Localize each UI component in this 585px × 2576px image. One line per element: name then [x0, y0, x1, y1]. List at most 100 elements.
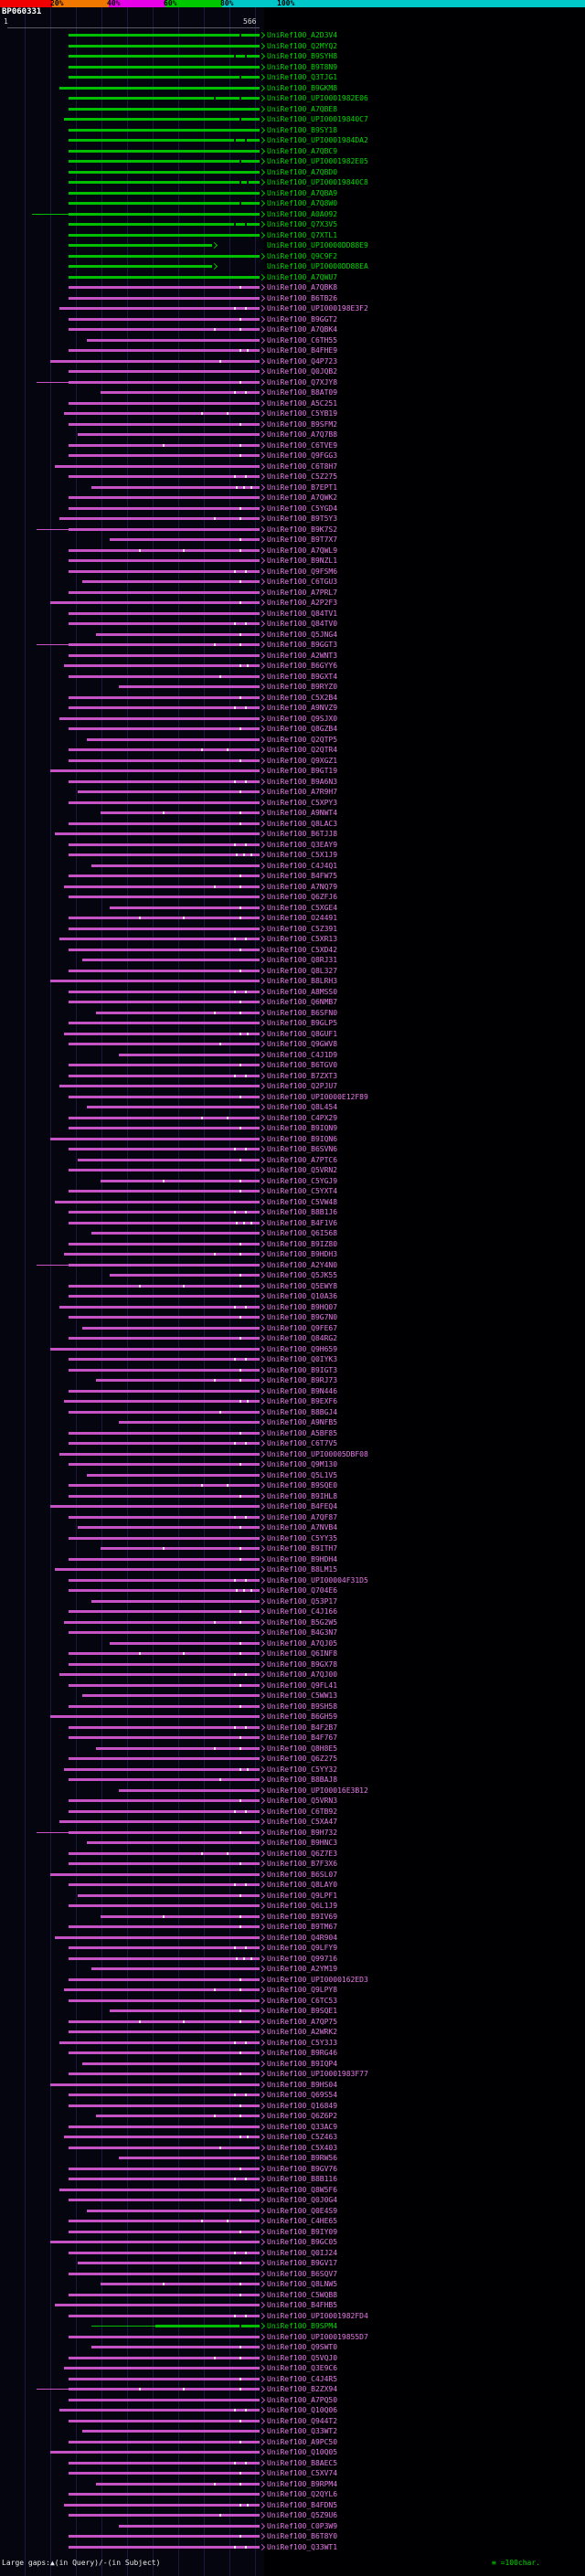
hit-label[interactable]: UniRef100_C5YY35	[267, 1533, 338, 1542]
hit-label[interactable]: UniRef100_B9K7S2	[267, 525, 338, 534]
hit-bar[interactable]	[55, 1935, 260, 1939]
hit-bar[interactable]	[69, 1830, 260, 1834]
hit-bar[interactable]	[69, 2019, 260, 2023]
hit-label[interactable]: UniRef100_Q944T2	[267, 2416, 338, 2425]
hit-label[interactable]: UniRef100_Q9FGG3	[267, 451, 338, 460]
hit-label[interactable]: UniRef100_UPI0001982E06	[267, 94, 368, 102]
hit-bar[interactable]	[69, 107, 260, 111]
hit-label[interactable]: UniRef100_C5VW48	[267, 1197, 338, 1206]
hit-bar[interactable]	[69, 1169, 260, 1171]
hit-bar[interactable]	[110, 1641, 260, 1645]
hit-bar[interactable]	[69, 170, 260, 174]
hit-label[interactable]: UniRef100_O24491	[267, 914, 338, 922]
hit-label[interactable]: UniRef100_B9HDH4	[267, 1554, 338, 1564]
hit-label[interactable]: UniRef100_Q5EWY8	[267, 1281, 338, 1290]
hit-label[interactable]: UniRef100_B9IQN6	[267, 1134, 338, 1143]
hit-label[interactable]: UniRef100_B9IV69	[267, 1912, 338, 1921]
hit-label[interactable]: UniRef100_Q0IJ24	[267, 2248, 338, 2257]
hit-bar[interactable]	[69, 1316, 260, 1319]
hit-bar[interactable]	[69, 254, 260, 258]
hit-bar[interactable]	[69, 1074, 260, 1077]
hit-label[interactable]: UniRef100_Q10A36	[267, 1292, 338, 1300]
hit-label[interactable]: UniRef100_B9IQN9	[267, 1124, 338, 1132]
hit-bar[interactable]	[59, 2041, 260, 2044]
hit-label[interactable]: UniRef100_Q0E4S9	[267, 2206, 338, 2215]
hit-bar[interactable]	[69, 2167, 260, 2170]
hit-bar[interactable]	[69, 1043, 260, 1045]
hit-bar[interactable]	[64, 1253, 260, 1256]
hit-bar[interactable]	[69, 2419, 260, 2422]
hit-bar[interactable]	[69, 1652, 260, 1655]
hit-bar[interactable]	[82, 580, 260, 583]
hit-bar[interactable]	[91, 1967, 260, 1970]
hit-bar[interactable]	[69, 674, 260, 678]
hit-bar[interactable]	[69, 2230, 260, 2233]
hit-bar[interactable]	[69, 2461, 260, 2465]
hit-bar[interactable]	[78, 1526, 260, 1529]
hit-bar[interactable]	[50, 2083, 260, 2086]
hit-label[interactable]: UniRef100_Q9H659	[267, 1344, 338, 1353]
hit-bar[interactable]	[101, 391, 260, 394]
hit-bar[interactable]	[69, 1116, 260, 1119]
hit-label[interactable]: UniRef100_Q5JNG4	[267, 630, 338, 639]
hit-bar[interactable]	[69, 97, 260, 100]
hit-bar[interactable]	[59, 517, 260, 520]
hit-bar[interactable]	[69, 1284, 260, 1288]
hit-bar[interactable]	[69, 1631, 260, 1634]
hit-bar[interactable]	[50, 1505, 260, 1508]
hit-label[interactable]: UniRef100_Q9M130	[267, 1460, 338, 1468]
hit-label[interactable]: UniRef100_B8AT09	[267, 388, 338, 397]
hit-label[interactable]: UniRef100_UPI0001982E05	[267, 157, 368, 165]
hit-bar[interactable]	[78, 433, 260, 436]
hit-label[interactable]: UniRef100_UPI000198E3F2	[267, 304, 368, 313]
hit-label[interactable]: UniRef100_A5BF85	[267, 1428, 338, 1437]
hit-label[interactable]: UniRef100_Q9SWT0	[267, 2343, 338, 2351]
hit-bar[interactable]	[55, 1200, 260, 1203]
hit-bar[interactable]	[69, 1683, 260, 1687]
hit-label[interactable]: UniRef100_UPI00005DBF08	[267, 1449, 368, 1458]
hit-bar[interactable]	[69, 2220, 260, 2222]
hit-label[interactable]: UniRef100_Q16849	[267, 2101, 338, 2110]
hit-bar[interactable]	[69, 1211, 260, 1214]
hit-bar[interactable]	[96, 2115, 260, 2117]
hit-bar[interactable]	[69, 1064, 260, 1066]
hit-bar[interactable]	[69, 2072, 260, 2075]
hit-bar[interactable]	[69, 1410, 260, 1414]
hit-bar[interactable]	[69, 2377, 260, 2380]
hit-bar[interactable]	[69, 2398, 260, 2401]
hit-label[interactable]: UniRef100_B8LM15	[267, 1565, 338, 1574]
hit-bar[interactable]	[69, 548, 260, 552]
hit-label[interactable]: UniRef100_UPI00004F31D5	[267, 1575, 368, 1585]
hit-label[interactable]: UniRef100_UPI0001983F77	[267, 2070, 368, 2078]
hit-bar[interactable]	[69, 1610, 260, 1613]
hit-bar[interactable]	[64, 1400, 260, 1403]
hit-label[interactable]: UniRef100_A2Y4N0	[267, 1260, 338, 1269]
hit-label[interactable]: UniRef100_C5Z275	[267, 472, 338, 481]
hit-label[interactable]: UniRef100_Q4P723	[267, 356, 338, 366]
hit-bar[interactable]	[69, 1127, 260, 1129]
hit-bar[interactable]	[50, 1137, 260, 1140]
hit-label[interactable]: UniRef100_Q6Z6P2	[267, 2112, 338, 2120]
hit-bar[interactable]	[69, 1389, 260, 1393]
hit-bar[interactable]	[69, 76, 260, 79]
hit-bar[interactable]	[69, 1337, 260, 1340]
hit-label[interactable]: UniRef100_C6TH55	[267, 335, 338, 345]
hit-label[interactable]: UniRef100_A0A092	[267, 209, 338, 218]
hit-bar[interactable]	[69, 948, 260, 951]
hit-bar[interactable]	[69, 653, 260, 657]
hit-label[interactable]: UniRef100_B6GH59	[267, 1712, 338, 1721]
hit-label[interactable]: UniRef100_Q8L327	[267, 966, 338, 975]
hit-bar[interactable]	[69, 927, 260, 930]
hit-bar[interactable]	[69, 1494, 260, 1498]
hit-label[interactable]: UniRef100_A5C251	[267, 398, 338, 408]
hit-label[interactable]: UniRef100_C5XGE4	[267, 903, 338, 912]
hit-label[interactable]: UniRef100_B9EXF6	[267, 1397, 338, 1405]
hit-bar[interactable]	[64, 1032, 260, 1035]
hit-label[interactable]: UniRef100_C0P3W9	[267, 2521, 338, 2530]
hit-bar[interactable]	[69, 475, 260, 478]
hit-label[interactable]: UniRef100_UPI00019840C8	[267, 178, 368, 186]
hit-label[interactable]: UniRef100_Q53P17	[267, 1596, 338, 1606]
hit-bar[interactable]	[69, 370, 260, 373]
hit-bar[interactable]	[55, 464, 260, 468]
hit-bar[interactable]	[64, 1767, 260, 1771]
